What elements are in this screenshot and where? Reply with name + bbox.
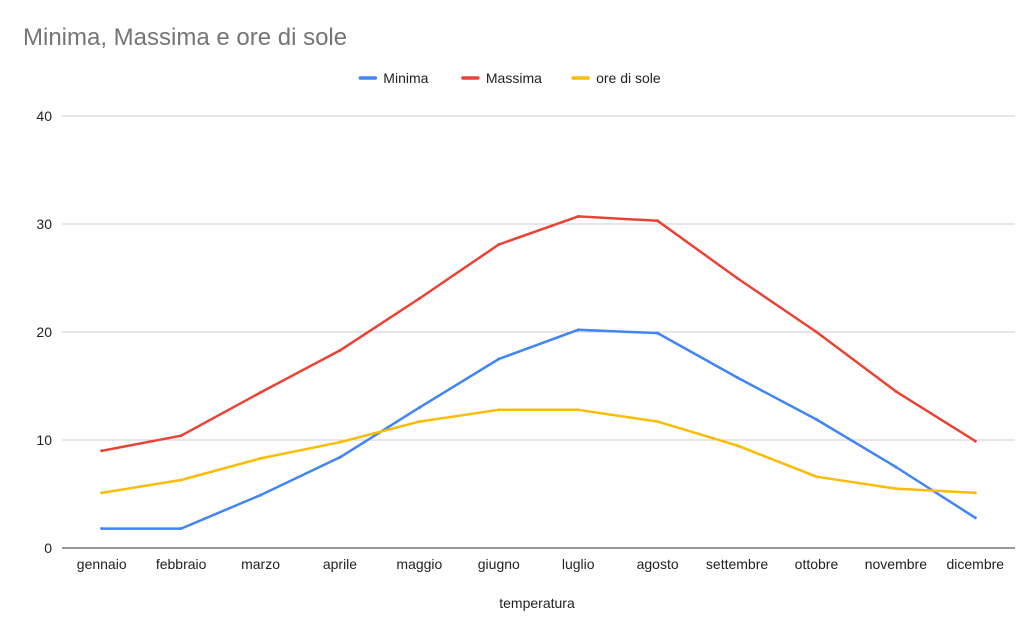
y-tick-label: 0 bbox=[44, 540, 52, 556]
y-axis-ticks: 0 10 20 30 40 bbox=[36, 108, 52, 556]
data-point bbox=[179, 527, 183, 531]
data-point bbox=[338, 440, 342, 444]
x-tick-label: giugno bbox=[478, 556, 520, 572]
x-tick-label: agosto bbox=[637, 556, 679, 572]
legend-label: Minima bbox=[383, 70, 428, 86]
data-point bbox=[179, 478, 183, 482]
data-point bbox=[973, 491, 977, 495]
legend-item: ore di sole bbox=[571, 70, 661, 86]
data-point bbox=[814, 417, 818, 421]
data-point bbox=[576, 408, 580, 412]
x-tick-label: ottobre bbox=[795, 556, 839, 572]
series-line-ore-di-sole bbox=[100, 408, 977, 495]
data-point bbox=[894, 487, 898, 491]
data-point bbox=[100, 491, 104, 495]
data-point bbox=[338, 455, 342, 459]
gridlines bbox=[62, 115, 1015, 549]
y-tick-label: 10 bbox=[36, 432, 52, 448]
data-point bbox=[259, 390, 263, 394]
data-point bbox=[735, 443, 739, 447]
x-tick-label: settembre bbox=[706, 556, 768, 572]
data-point bbox=[576, 214, 580, 218]
series-layer bbox=[100, 214, 977, 531]
y-tick-label: 20 bbox=[36, 324, 52, 340]
y-tick-label: 40 bbox=[36, 108, 52, 124]
data-point bbox=[576, 328, 580, 332]
x-tick-label: dicembre bbox=[946, 556, 1004, 572]
legend-label: Massima bbox=[486, 70, 542, 86]
legend: Minima Massima ore di sole bbox=[358, 70, 661, 86]
data-point bbox=[894, 389, 898, 393]
x-tick-label: aprile bbox=[323, 556, 357, 572]
x-tick-label: luglio bbox=[562, 556, 595, 572]
data-point bbox=[973, 516, 977, 520]
data-point bbox=[179, 434, 183, 438]
data-point bbox=[973, 439, 977, 443]
data-point bbox=[417, 420, 421, 424]
data-point bbox=[735, 276, 739, 280]
data-point bbox=[656, 420, 660, 424]
data-point bbox=[735, 375, 739, 379]
x-tick-label: marzo bbox=[241, 556, 280, 572]
legend-item: Minima bbox=[358, 70, 429, 86]
data-point bbox=[338, 348, 342, 352]
data-point bbox=[894, 465, 898, 469]
data-point bbox=[417, 406, 421, 410]
data-point bbox=[497, 408, 501, 412]
chart-title: Minima, Massima e ore di sole bbox=[23, 24, 347, 51]
x-tick-label: novembre bbox=[865, 556, 927, 572]
data-point bbox=[497, 243, 501, 247]
data-point bbox=[656, 331, 660, 335]
data-point bbox=[259, 456, 263, 460]
data-point bbox=[814, 475, 818, 479]
data-point bbox=[259, 493, 263, 497]
y-tick-label: 30 bbox=[36, 216, 52, 232]
x-tick-label: maggio bbox=[396, 556, 442, 572]
legend-label: ore di sole bbox=[596, 70, 661, 86]
data-point bbox=[417, 297, 421, 301]
series-line-massima bbox=[100, 215, 977, 453]
data-point bbox=[814, 330, 818, 334]
x-tick-label: gennaio bbox=[77, 556, 127, 572]
x-axis-title: temperatura bbox=[499, 595, 575, 611]
x-axis-ticks: gennaio febbraio marzo aprile maggio giugno lu… bbox=[77, 556, 1004, 572]
x-tick-label: febbraio bbox=[156, 556, 207, 572]
legend-item: Massima bbox=[461, 70, 542, 86]
data-point bbox=[100, 527, 104, 531]
series-line-minima bbox=[100, 328, 977, 530]
data-point bbox=[656, 219, 660, 223]
data-point bbox=[100, 449, 104, 453]
data-point bbox=[497, 357, 501, 361]
